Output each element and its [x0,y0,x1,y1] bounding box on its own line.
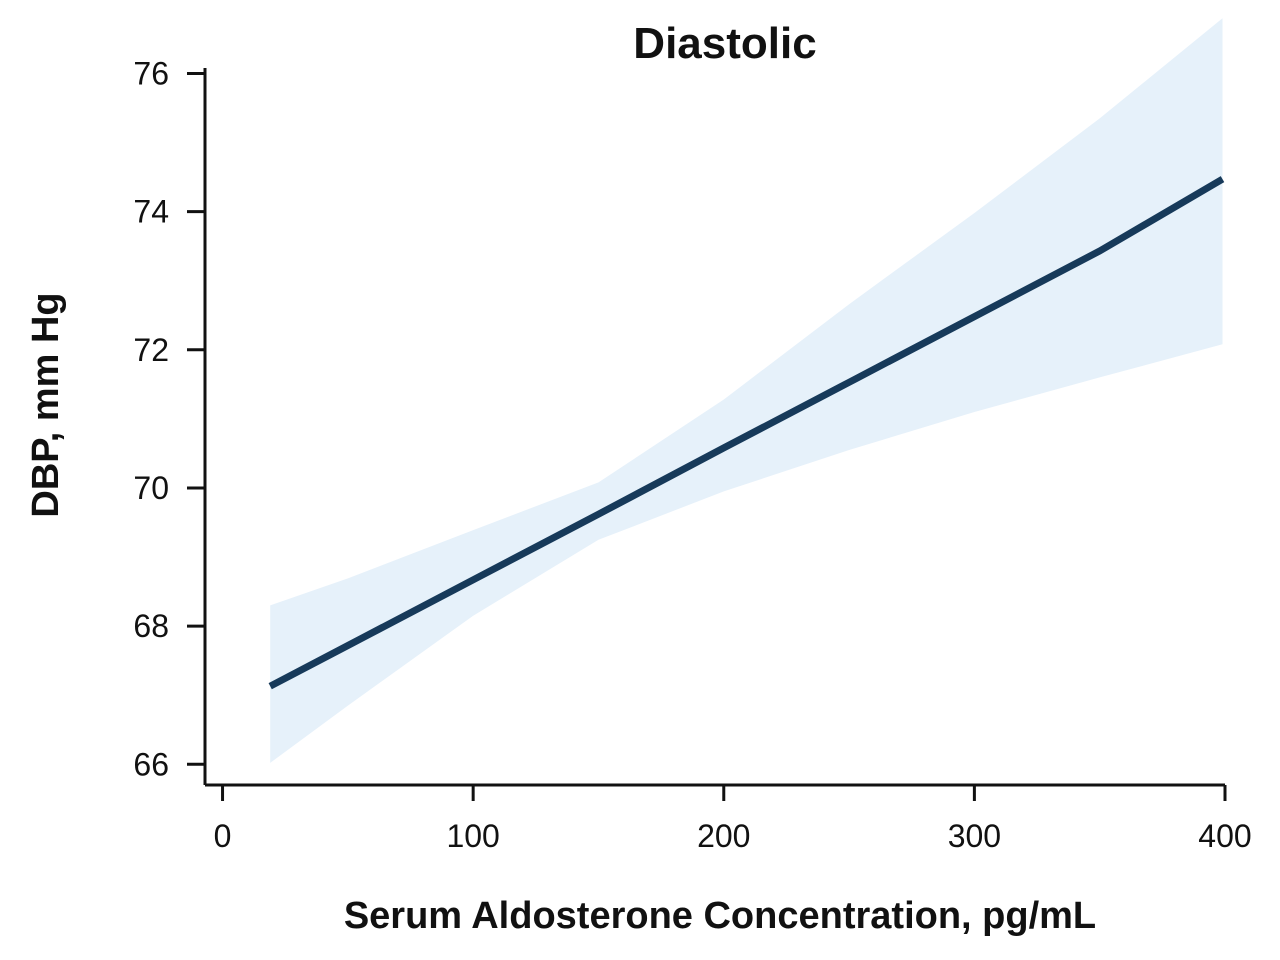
axes [203,68,1225,787]
plot-area [268,18,1225,763]
chart-title: Diastolic [633,19,816,68]
y-axis-label: DBP, mm Hg [25,292,67,517]
y-tick-label: 74 [133,194,169,230]
y-tick-label: 68 [133,608,169,644]
fit-line [268,176,1225,690]
y-tick-label: 72 [133,332,169,368]
y-tick-label: 66 [133,746,169,782]
y-tick-label: 70 [133,470,169,506]
x-tick-label: 200 [697,818,750,854]
y-tick-label: 76 [133,55,169,91]
x-axis-label: Serum Aldosterone Concentration, pg/mL [344,895,1096,937]
confidence-band [270,18,1223,763]
x-tick-label: 100 [446,818,499,854]
x-ticks: 0 100 200 300 400 [214,785,1252,854]
x-tick-label: 0 [214,818,232,854]
y-ticks: 66 68 70 72 74 76 [133,55,205,782]
x-tick-label: 400 [1198,818,1251,854]
x-tick-label: 300 [948,818,1001,854]
